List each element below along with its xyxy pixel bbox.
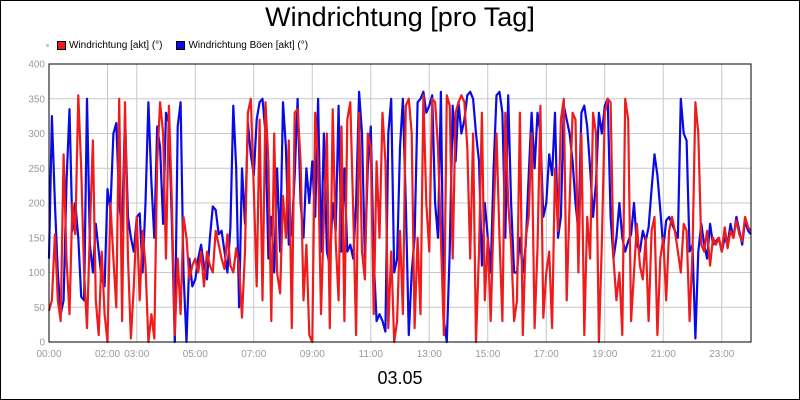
y-tick-label: 300 (28, 129, 45, 140)
y-tick-label: 200 (28, 199, 45, 210)
legend-label-windrichtung-boeen: Windrichtung Böen [akt] (°) (188, 39, 309, 51)
date-label: 03.05 (377, 368, 423, 388)
x-tick-label: 17:00 (534, 349, 559, 360)
x-tick-label: 07:00 (241, 349, 266, 360)
y-tick-label: 350 (28, 94, 45, 105)
chart-title: Windrichtung [pro Tag] (265, 2, 535, 32)
x-tick-label: 03:00 (124, 349, 149, 360)
x-tick-label: 11:00 (359, 349, 384, 360)
y-tick-label: 400 (28, 60, 45, 71)
legend-swatch-red (57, 40, 66, 50)
legend-label-windrichtung: Windrichtung [akt] (°) (69, 39, 163, 51)
plot-border (48, 63, 752, 343)
x-tick-label: 02:00 (95, 349, 120, 360)
x-tick-label: 13:00 (417, 349, 442, 360)
legend-item-windrichtung-boeen: Windrichtung Böen [akt] (°) (176, 40, 308, 51)
x-tick-label: 15:00 (475, 349, 500, 360)
legend: Windrichtung [akt] (°) Windrichtung Böen… (46, 38, 322, 52)
y-tick-label: 50 (34, 303, 46, 314)
legend-swatch-blue (176, 40, 186, 50)
x-tick-label: 19:00 (592, 349, 617, 360)
x-tick-label: 23:00 (709, 349, 734, 360)
x-tick-label: 00:00 (36, 349, 61, 360)
series-line-windrichtung-boeen (47, 90, 752, 344)
y-tick-label: 100 (28, 268, 45, 279)
legend-marker-icon (46, 43, 49, 47)
y-tick-label: 0 (39, 338, 45, 349)
y-tick-label: 150 (28, 233, 45, 244)
series-line-windrichtung (47, 94, 752, 344)
x-tick-label: 05:00 (183, 349, 208, 360)
legend-item-windrichtung: Windrichtung [akt] (°) (57, 40, 162, 51)
x-tick-label: 21:00 (651, 349, 676, 360)
x-tick-label: 09:00 (300, 349, 325, 360)
y-tick-label: 250 (28, 164, 45, 175)
